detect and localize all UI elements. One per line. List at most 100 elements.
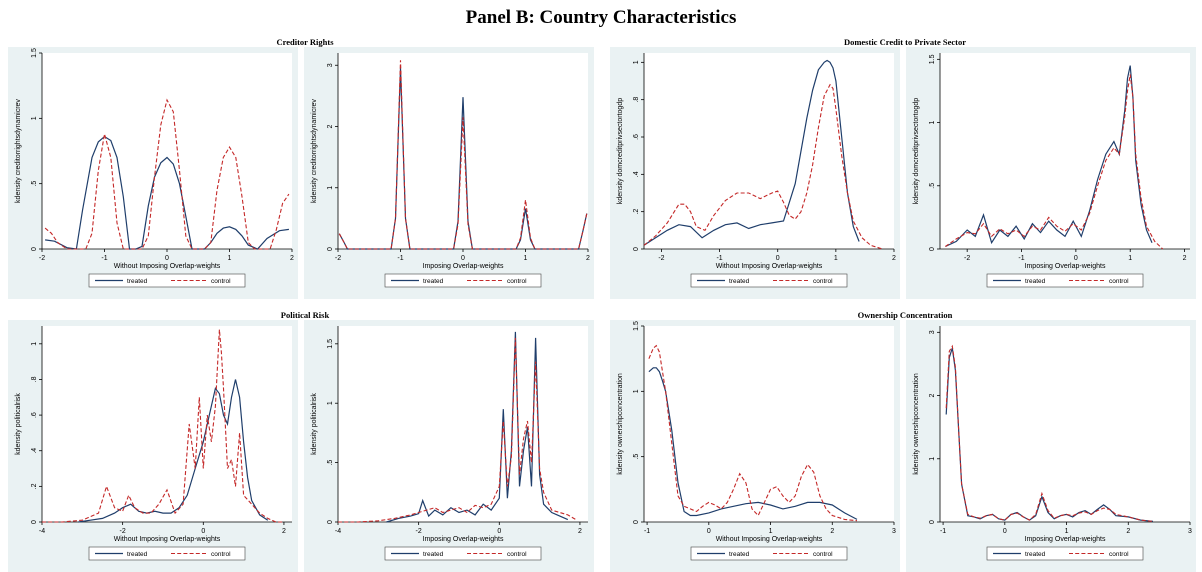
y-tick-label: .4 bbox=[633, 171, 640, 177]
x-tick-label: 0 bbox=[707, 528, 711, 535]
plot-area bbox=[338, 53, 588, 249]
x-tick-label: 1 bbox=[834, 255, 838, 262]
y-tick-label: 1.5 bbox=[31, 48, 38, 58]
chart-political-risk-without-weights: -4 -2 0 2 0 .2 .4 .6 .8 1 Without Imposing Overlap… bbox=[8, 320, 298, 572]
plot-area bbox=[940, 53, 1190, 249]
y-tick-label: 1 bbox=[633, 60, 640, 64]
x-axis-label: Without Imposing Overlap-weights bbox=[716, 263, 823, 270]
y-tick-label: 1 bbox=[929, 121, 936, 125]
chart-political-risk-imposing-weights: -4 -2 0 2 0 .5 1 1.5 Imposing Overlap-weights kde… bbox=[304, 320, 594, 572]
y-axis-label: kdensity domcreditprivsectortogdp bbox=[617, 98, 624, 204]
y-tick-label: 0 bbox=[327, 247, 334, 251]
y-tick-label: 1 bbox=[31, 116, 38, 120]
x-tick-label: -1 bbox=[644, 528, 650, 535]
x-tick-label: 1 bbox=[228, 255, 232, 262]
x-axis-label: Without Imposing Overlap-weights bbox=[114, 263, 221, 270]
legend-control-label: control bbox=[211, 278, 231, 285]
x-tick-label: 2 bbox=[1183, 255, 1187, 262]
series-treated-line bbox=[386, 331, 569, 523]
y-tick-label: 2 bbox=[327, 124, 334, 128]
x-tick-label: 0 bbox=[1003, 528, 1007, 535]
x-tick-label: 0 bbox=[165, 255, 169, 262]
y-tick-label: .6 bbox=[633, 134, 640, 140]
y-tick-label: 1 bbox=[31, 342, 38, 346]
x-tick-label: 2 bbox=[1126, 528, 1130, 535]
plot-area bbox=[644, 326, 894, 522]
y-tick-label: .8 bbox=[633, 97, 640, 103]
y-axis-label: kdensity politicalrisk bbox=[311, 393, 318, 455]
x-tick-label: -2 bbox=[39, 255, 45, 262]
page-title: Panel B: Country Characteristics bbox=[465, 7, 737, 28]
plot-area bbox=[940, 326, 1190, 522]
series-control-line bbox=[338, 60, 588, 250]
legend-treated-label: treated bbox=[729, 278, 750, 285]
x-tick-label: -1 bbox=[940, 528, 946, 535]
series-treated-line bbox=[648, 367, 858, 520]
legend-box bbox=[88, 273, 246, 288]
y-tick-label: .6 bbox=[31, 412, 38, 418]
legend-treated-label: treated bbox=[423, 551, 444, 558]
chart-creditor-rights-without-weights: -2 -1 0 1 2 0 .5 1 1.5 Without Imposing Overlap-w… bbox=[8, 47, 298, 299]
y-tick-label: .4 bbox=[31, 448, 38, 454]
legend-box bbox=[384, 273, 542, 288]
series-control-line bbox=[643, 83, 883, 250]
x-tick-label: -2 bbox=[120, 528, 126, 535]
y-tick-label: 1 bbox=[633, 389, 640, 393]
chart-domestic-credit-imposing-weights: -2 -1 0 1 2 0 .5 1 1.5 Imposing Overlap-weights kd… bbox=[906, 47, 1196, 299]
legend-control-label: control bbox=[507, 278, 527, 285]
x-axis-label: Imposing Overlap-weights bbox=[1025, 536, 1106, 543]
plot-area bbox=[644, 53, 894, 249]
x-tick-label: 2 bbox=[578, 528, 582, 535]
y-tick-label: .2 bbox=[31, 483, 38, 489]
x-tick-label: 1 bbox=[769, 528, 773, 535]
y-tick-label: 1.5 bbox=[327, 339, 334, 349]
group-title-domestic-credit: Domestic Credit to Private Sector bbox=[843, 37, 967, 47]
x-tick-label: 1 bbox=[524, 255, 528, 262]
y-axis-label: kdensity politicalrisk bbox=[15, 393, 22, 455]
series-treated-line bbox=[643, 59, 860, 246]
y-axis-label: kdensity creditorrightsdynamicrev bbox=[311, 99, 318, 203]
x-tick-label: -2 bbox=[964, 255, 970, 262]
y-tick-label: 2 bbox=[929, 394, 936, 398]
x-tick-label: -1 bbox=[101, 255, 107, 262]
x-tick-label: 2 bbox=[586, 255, 590, 262]
x-tick-label: -1 bbox=[397, 255, 403, 262]
legend-control-label: control bbox=[507, 551, 527, 558]
x-tick-label: -2 bbox=[658, 255, 664, 262]
x-tick-label: 0 bbox=[201, 528, 205, 535]
series-control-line bbox=[42, 329, 284, 523]
y-tick-label: 0 bbox=[31, 520, 38, 524]
series-control-line bbox=[945, 344, 1154, 522]
x-tick-label: 0 bbox=[461, 255, 465, 262]
x-tick-label: -1 bbox=[1018, 255, 1024, 262]
legend-box bbox=[986, 273, 1144, 288]
y-tick-label: 1 bbox=[929, 457, 936, 461]
x-axis-label: Without Imposing Overlap-weights bbox=[114, 536, 221, 543]
y-axis-label: kdensity domcreditprivsectortogdp bbox=[913, 98, 920, 204]
y-tick-label: .5 bbox=[633, 454, 640, 460]
series-treated-line bbox=[945, 65, 1153, 248]
series-treated-line bbox=[45, 135, 289, 250]
legend-box bbox=[986, 546, 1144, 561]
x-tick-label: 0 bbox=[776, 255, 780, 262]
y-tick-label: 0 bbox=[633, 247, 640, 251]
y-tick-label: 3 bbox=[929, 330, 936, 334]
x-tick-label: -4 bbox=[335, 528, 341, 535]
x-tick-label: 1 bbox=[1065, 528, 1069, 535]
y-tick-label: 1.5 bbox=[929, 54, 936, 64]
x-tick-label: 2 bbox=[282, 528, 286, 535]
y-tick-label: .5 bbox=[327, 460, 334, 466]
legend-control-label: control bbox=[1109, 551, 1129, 558]
legend-box bbox=[88, 546, 246, 561]
x-tick-label: 3 bbox=[892, 528, 896, 535]
legend-control-label: control bbox=[1109, 278, 1129, 285]
series-control-line bbox=[648, 344, 858, 522]
x-tick-label: -2 bbox=[416, 528, 422, 535]
legend-treated-label: treated bbox=[127, 278, 148, 285]
y-tick-label: 1.5 bbox=[633, 321, 640, 331]
x-axis-label: Without Imposing Overlap-weights bbox=[716, 536, 823, 543]
series-treated-line bbox=[78, 379, 269, 523]
plot-area bbox=[338, 326, 588, 522]
legend-treated-label: treated bbox=[729, 551, 750, 558]
x-axis-label: Imposing Overlap-weights bbox=[1025, 263, 1106, 270]
